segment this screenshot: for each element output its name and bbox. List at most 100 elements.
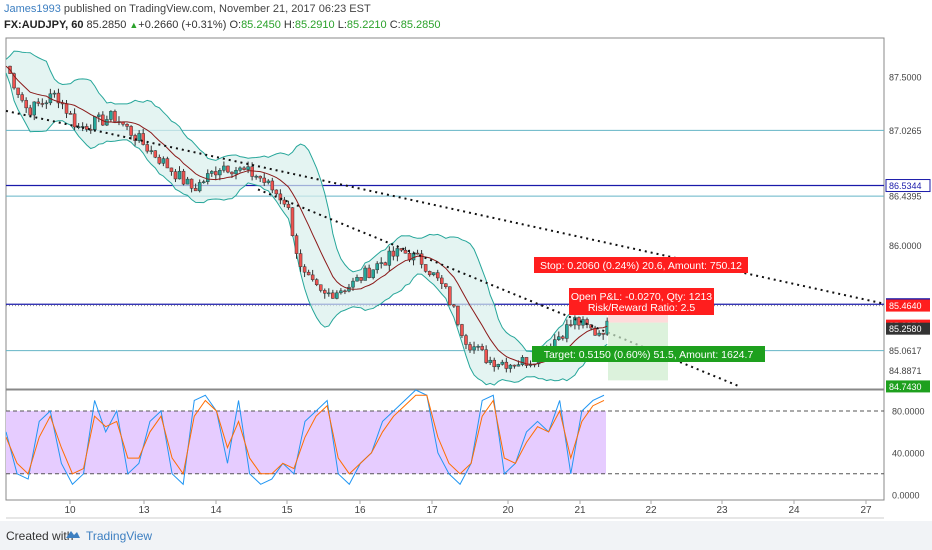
price-tag (886, 322, 930, 335)
price-tick-label: 87.5000 (889, 73, 922, 83)
price-tick-label: 85.0617 (889, 346, 922, 356)
candle-body (278, 193, 283, 201)
candle-body (234, 170, 238, 175)
candle-body (210, 171, 214, 174)
tradingview-brand[interactable]: TradingView (86, 529, 153, 543)
candle-body (109, 111, 113, 120)
candle-body (214, 171, 218, 176)
stoch-tick-label: 40.0000 (892, 448, 925, 458)
candle-body (28, 107, 32, 116)
ohlc-close: 85.2850 (400, 19, 441, 31)
candle-body (472, 346, 476, 351)
candle-body (258, 175, 262, 179)
candle-body (355, 277, 359, 282)
candle-body (97, 114, 101, 117)
candle-body (12, 73, 16, 89)
moving-average (5, 65, 608, 365)
candle-body (310, 274, 315, 280)
candle-body (415, 252, 420, 255)
price-chart[interactable]: Stop: 0.2060 (0.24%) 20.6, Amount: 750.1… (0, 0, 932, 521)
candle-body (597, 332, 601, 336)
candle-body (157, 156, 162, 164)
candle-body (488, 359, 492, 363)
candle-body (250, 166, 254, 177)
candle-body (238, 167, 242, 171)
price-tick-label: 86.5344 (889, 181, 922, 191)
candle-body (431, 272, 436, 276)
candle-body (557, 336, 561, 340)
footer-bar: Created with TradingView (0, 521, 932, 550)
candle-body (230, 171, 234, 175)
candle-body (32, 101, 36, 116)
time-tick-label: 20 (502, 505, 514, 516)
candle-body (577, 317, 581, 326)
time-tick-label: 17 (426, 505, 438, 516)
candle-body (520, 357, 525, 365)
candle-body (371, 269, 375, 278)
price-tick-label: 87.0265 (889, 126, 922, 136)
symbol-line: FX:AUDJPY, 60 85.2850 ▲+0.2660 (+0.31%) … (4, 19, 441, 31)
stoch-tick-label: 0.0000 (892, 490, 920, 500)
candle-body (153, 150, 158, 158)
bollinger-upper (5, 50, 608, 353)
candle-body (480, 346, 484, 350)
target-label (532, 346, 765, 362)
ohlc-open: 85.2450 (241, 19, 281, 31)
ohlc-open-label: O: (229, 19, 242, 31)
candle-body (323, 290, 327, 294)
symbol-title[interactable]: FX:AUDJPY, 60 (4, 19, 84, 31)
bollinger-lower (5, 72, 608, 386)
candle-body (218, 170, 222, 176)
candle-body (569, 324, 573, 326)
ohlc-high: 85.2910 (294, 19, 335, 31)
candle-body (246, 166, 250, 170)
candle-body (177, 170, 182, 180)
price-tick-label: 85.2580 (889, 324, 922, 334)
candle-body (205, 173, 210, 182)
candle-body (516, 364, 521, 367)
time-tick-label: 14 (210, 505, 222, 516)
candle-body (274, 189, 279, 195)
time-tick-label: 15 (281, 505, 293, 516)
author-link[interactable]: James1993 (4, 3, 61, 15)
candle-body (314, 279, 319, 285)
candle-body (383, 262, 388, 266)
bollinger-band-fill (6, 51, 608, 386)
candle-body (593, 327, 597, 336)
candle-body (440, 277, 444, 284)
candle-body (427, 271, 432, 276)
candle-body (125, 123, 129, 127)
candle-body (448, 286, 452, 306)
candle-body (133, 135, 137, 141)
candle-body (335, 292, 339, 299)
candle-body (84, 126, 89, 130)
candle-body (561, 336, 565, 339)
time-tick-label: 23 (716, 505, 728, 516)
candle-body (242, 167, 246, 170)
candle-body (464, 335, 468, 345)
candle-body (363, 267, 367, 281)
ohlc-close-label: C: (389, 19, 401, 31)
candle-body (298, 253, 303, 267)
candle-body (44, 102, 49, 105)
candle-body (302, 266, 307, 273)
price-tag (885, 179, 931, 193)
price-tick-label: 86.0000 (889, 241, 922, 251)
pnl-label (569, 288, 714, 315)
stop-label-text: Stop: 0.2060 (0.24%) 20.6, Amount: 750.1… (540, 260, 742, 272)
candle-body (387, 250, 392, 266)
candle-body (290, 207, 295, 236)
stop-label (534, 257, 748, 273)
candle-body (294, 235, 299, 254)
stoch-series (5, 394, 605, 476)
price-tick-label: 85.4640 (889, 301, 922, 311)
candle-body (149, 150, 154, 152)
candle-body (262, 177, 266, 183)
candle-body (282, 199, 287, 205)
candle-body (226, 165, 230, 173)
candle-body (185, 178, 190, 185)
price-tick-label: 84.7430 (889, 382, 922, 392)
candle-body (64, 103, 69, 114)
candle-body (379, 262, 383, 264)
candle-body (444, 283, 448, 288)
